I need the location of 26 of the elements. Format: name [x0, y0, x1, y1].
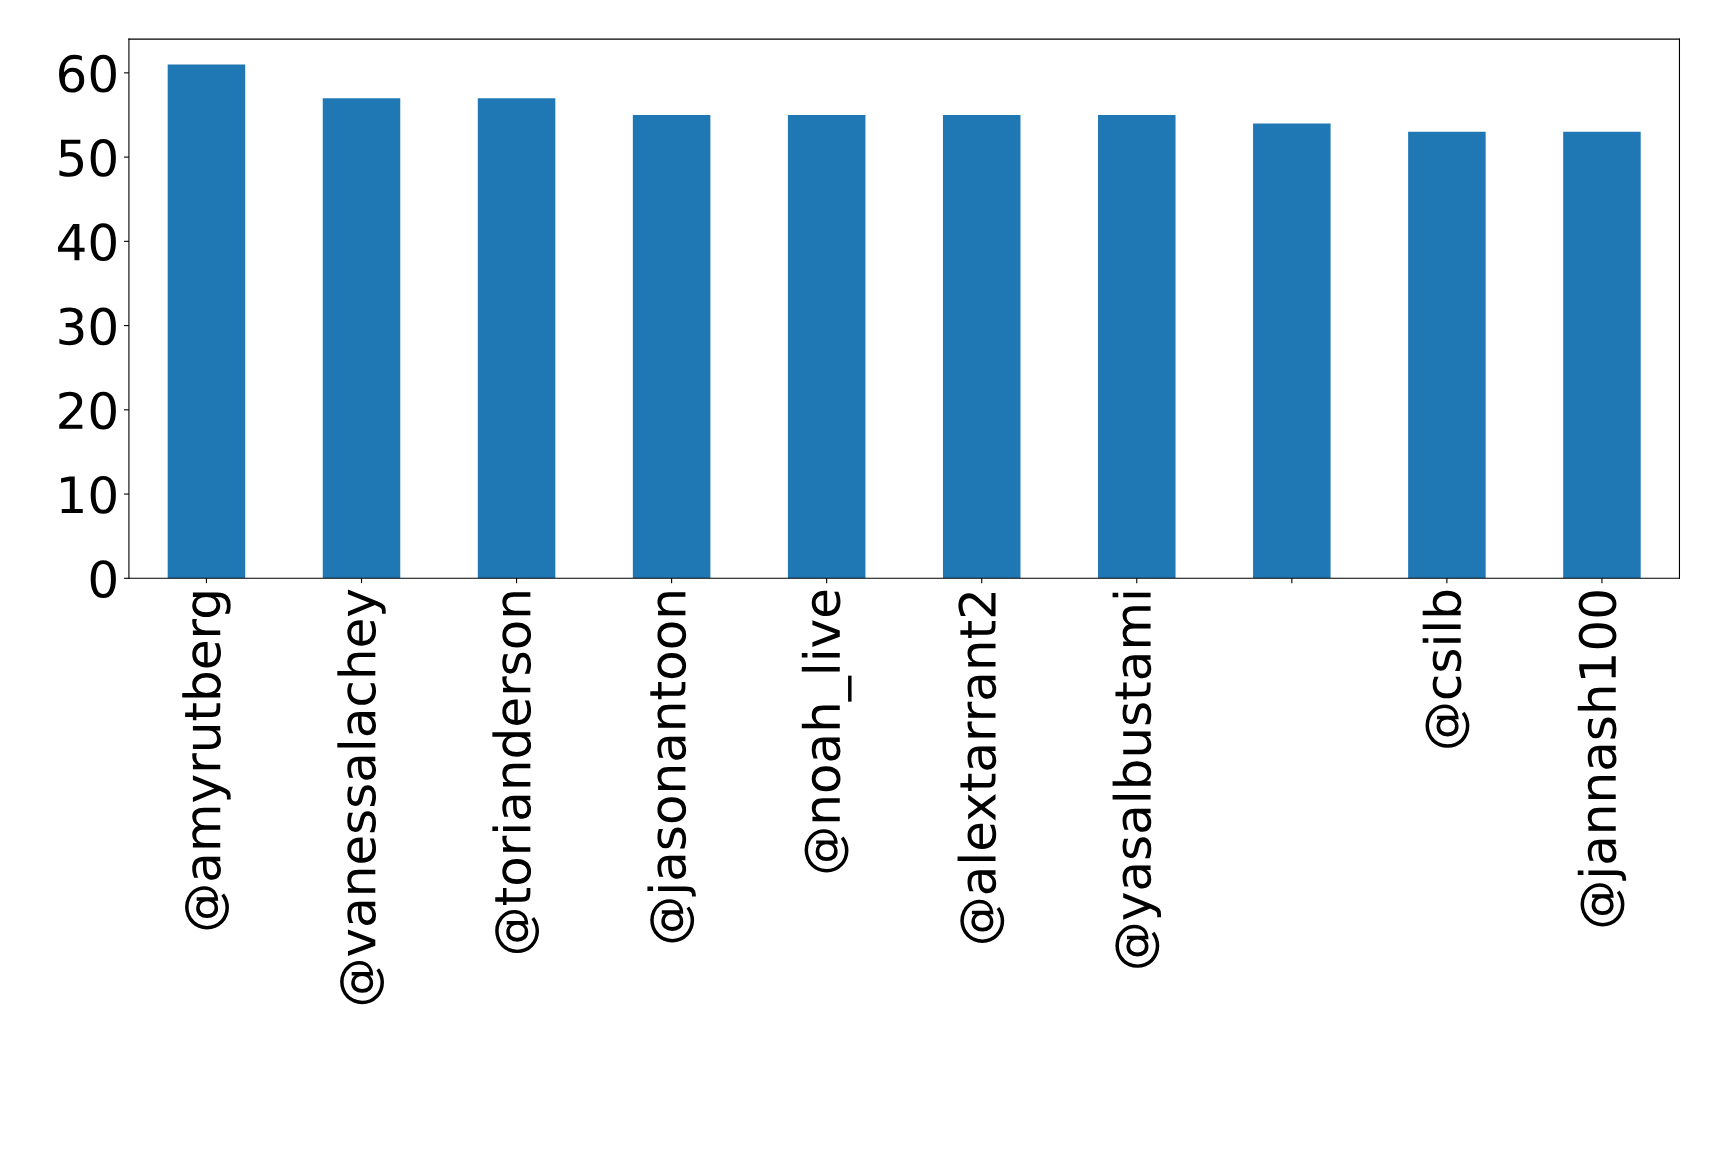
- bar: [477, 98, 556, 579]
- y-tick-label: 60: [59, 54, 116, 93]
- bar: [632, 114, 711, 579]
- bar: [322, 98, 401, 579]
- bar: [1253, 123, 1331, 579]
- bar: [942, 114, 1021, 579]
- bar: [1563, 131, 1641, 579]
- x-tick-label: @alextarrant2: [957, 593, 1005, 943]
- x-tick-label: @csilb: [1422, 590, 1470, 748]
- x-tick-label: @torianderson: [492, 592, 540, 954]
- y-tick-label: 50: [59, 138, 116, 177]
- x-tick-label: @jannash100: [1577, 591, 1627, 927]
- y-tick-label: 40: [58, 223, 116, 262]
- bar: [167, 64, 246, 579]
- x-tick-label: @yasalbustami: [1112, 592, 1161, 968]
- y-tick-label: 10: [61, 475, 116, 514]
- y-tick-label: 0: [90, 560, 116, 599]
- bar: [787, 114, 866, 579]
- x-tick-label: @jasonantoon: [647, 592, 696, 943]
- bar: [1408, 131, 1486, 579]
- x-tick-label: @amyrutberg: [182, 592, 231, 930]
- x-tick-label: @vanessalachey: [337, 589, 386, 1005]
- bar: [1098, 114, 1176, 579]
- y-tick-label: 20: [59, 391, 116, 430]
- y-tick-label: 30: [59, 307, 116, 346]
- x-tick-label: @noah_live: [801, 590, 852, 873]
